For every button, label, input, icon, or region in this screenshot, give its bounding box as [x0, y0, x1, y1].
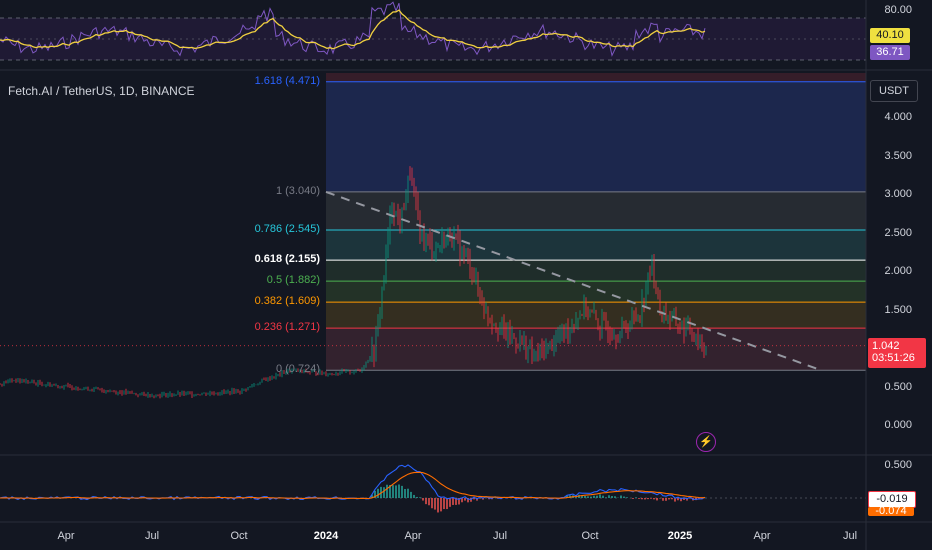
price-axis-label: 1.500: [884, 303, 912, 316]
fib-zone-6: [326, 328, 866, 371]
rsi-sma-line: [0, 9, 706, 50]
fib-label-3: 0.618 (2.155): [254, 253, 320, 266]
macd-value-badge: -0.019: [868, 491, 916, 508]
rsi-sma-value-badge: 40.10: [870, 28, 910, 43]
dashed-trendline: [325, 190, 823, 372]
last-price-value: 1.042: [872, 340, 900, 352]
currency-button[interactable]: USDT: [870, 80, 918, 102]
time-axis-label: Apr: [57, 530, 75, 542]
price-axis-label: 3.000: [884, 188, 912, 200]
price-axis-label: 4.000: [884, 111, 912, 123]
price-axis-label: 2.500: [884, 226, 912, 239]
time-axis-label: Jul: [842, 530, 858, 542]
last-price-badge: 1.042 03:51:26: [868, 338, 926, 368]
fib-zone-3: [326, 260, 866, 282]
time-axis-label: Jul: [492, 530, 508, 542]
time-axis-label: Oct: [581, 530, 599, 542]
time-axis-label: Apr: [753, 530, 771, 542]
fib-label-4: 0.5 (1.882): [266, 274, 320, 287]
rsi-line: [0, 1, 706, 57]
rsi-value-badge: 36.71: [870, 45, 910, 60]
lightning-icon[interactable]: ⚡: [696, 432, 716, 452]
fib-label-6: 0.236 (1.271): [254, 321, 320, 334]
symbol-title[interactable]: Fetch.AI / TetherUS, 1D, BINANCE: [8, 84, 195, 98]
rsi-indicator: [0, 1, 866, 61]
price-axis-label: 0.000: [884, 419, 912, 431]
macd-signal-badge: -0.074: [868, 507, 914, 516]
macd-signal-line: [0, 471, 706, 500]
time-axis-label: Apr: [404, 530, 422, 542]
price-axis-label: 2.000: [884, 265, 912, 277]
macd-scale-top: 0.500: [884, 459, 912, 471]
fib-label-7: 0 (0.724): [275, 363, 320, 376]
fib-zone-4: [326, 281, 866, 303]
fib-zone-0: [326, 81, 866, 192]
macd-line: [0, 464, 706, 501]
time-axis-label: Oct: [230, 530, 248, 542]
fib-label-1: 1 (3.040): [275, 184, 320, 197]
rsi-scale-top: 80.00: [884, 4, 912, 16]
price-axis-label: 3.500: [884, 149, 912, 162]
fibonacci-retracement[interactable]: [326, 73, 866, 371]
fib-label-2: 0.786 (2.545): [254, 223, 320, 236]
time-axis-label: 2025: [667, 530, 693, 542]
time-axis-label: 2024: [313, 530, 339, 542]
bar-countdown: 03:51:26: [872, 352, 915, 364]
fib-top-band: [326, 73, 866, 82]
fib-zone-2: [326, 230, 866, 261]
fib-zone-1: [326, 191, 866, 231]
macd-indicator: [0, 464, 866, 513]
fib-label-0: 1.618 (4.471): [254, 74, 320, 87]
time-axis-label: Jul: [144, 530, 160, 542]
price-axis-label: 0.500: [884, 380, 912, 393]
fib-label-5: 0.382 (1.609): [254, 295, 320, 308]
trendline[interactable]: [325, 190, 823, 372]
